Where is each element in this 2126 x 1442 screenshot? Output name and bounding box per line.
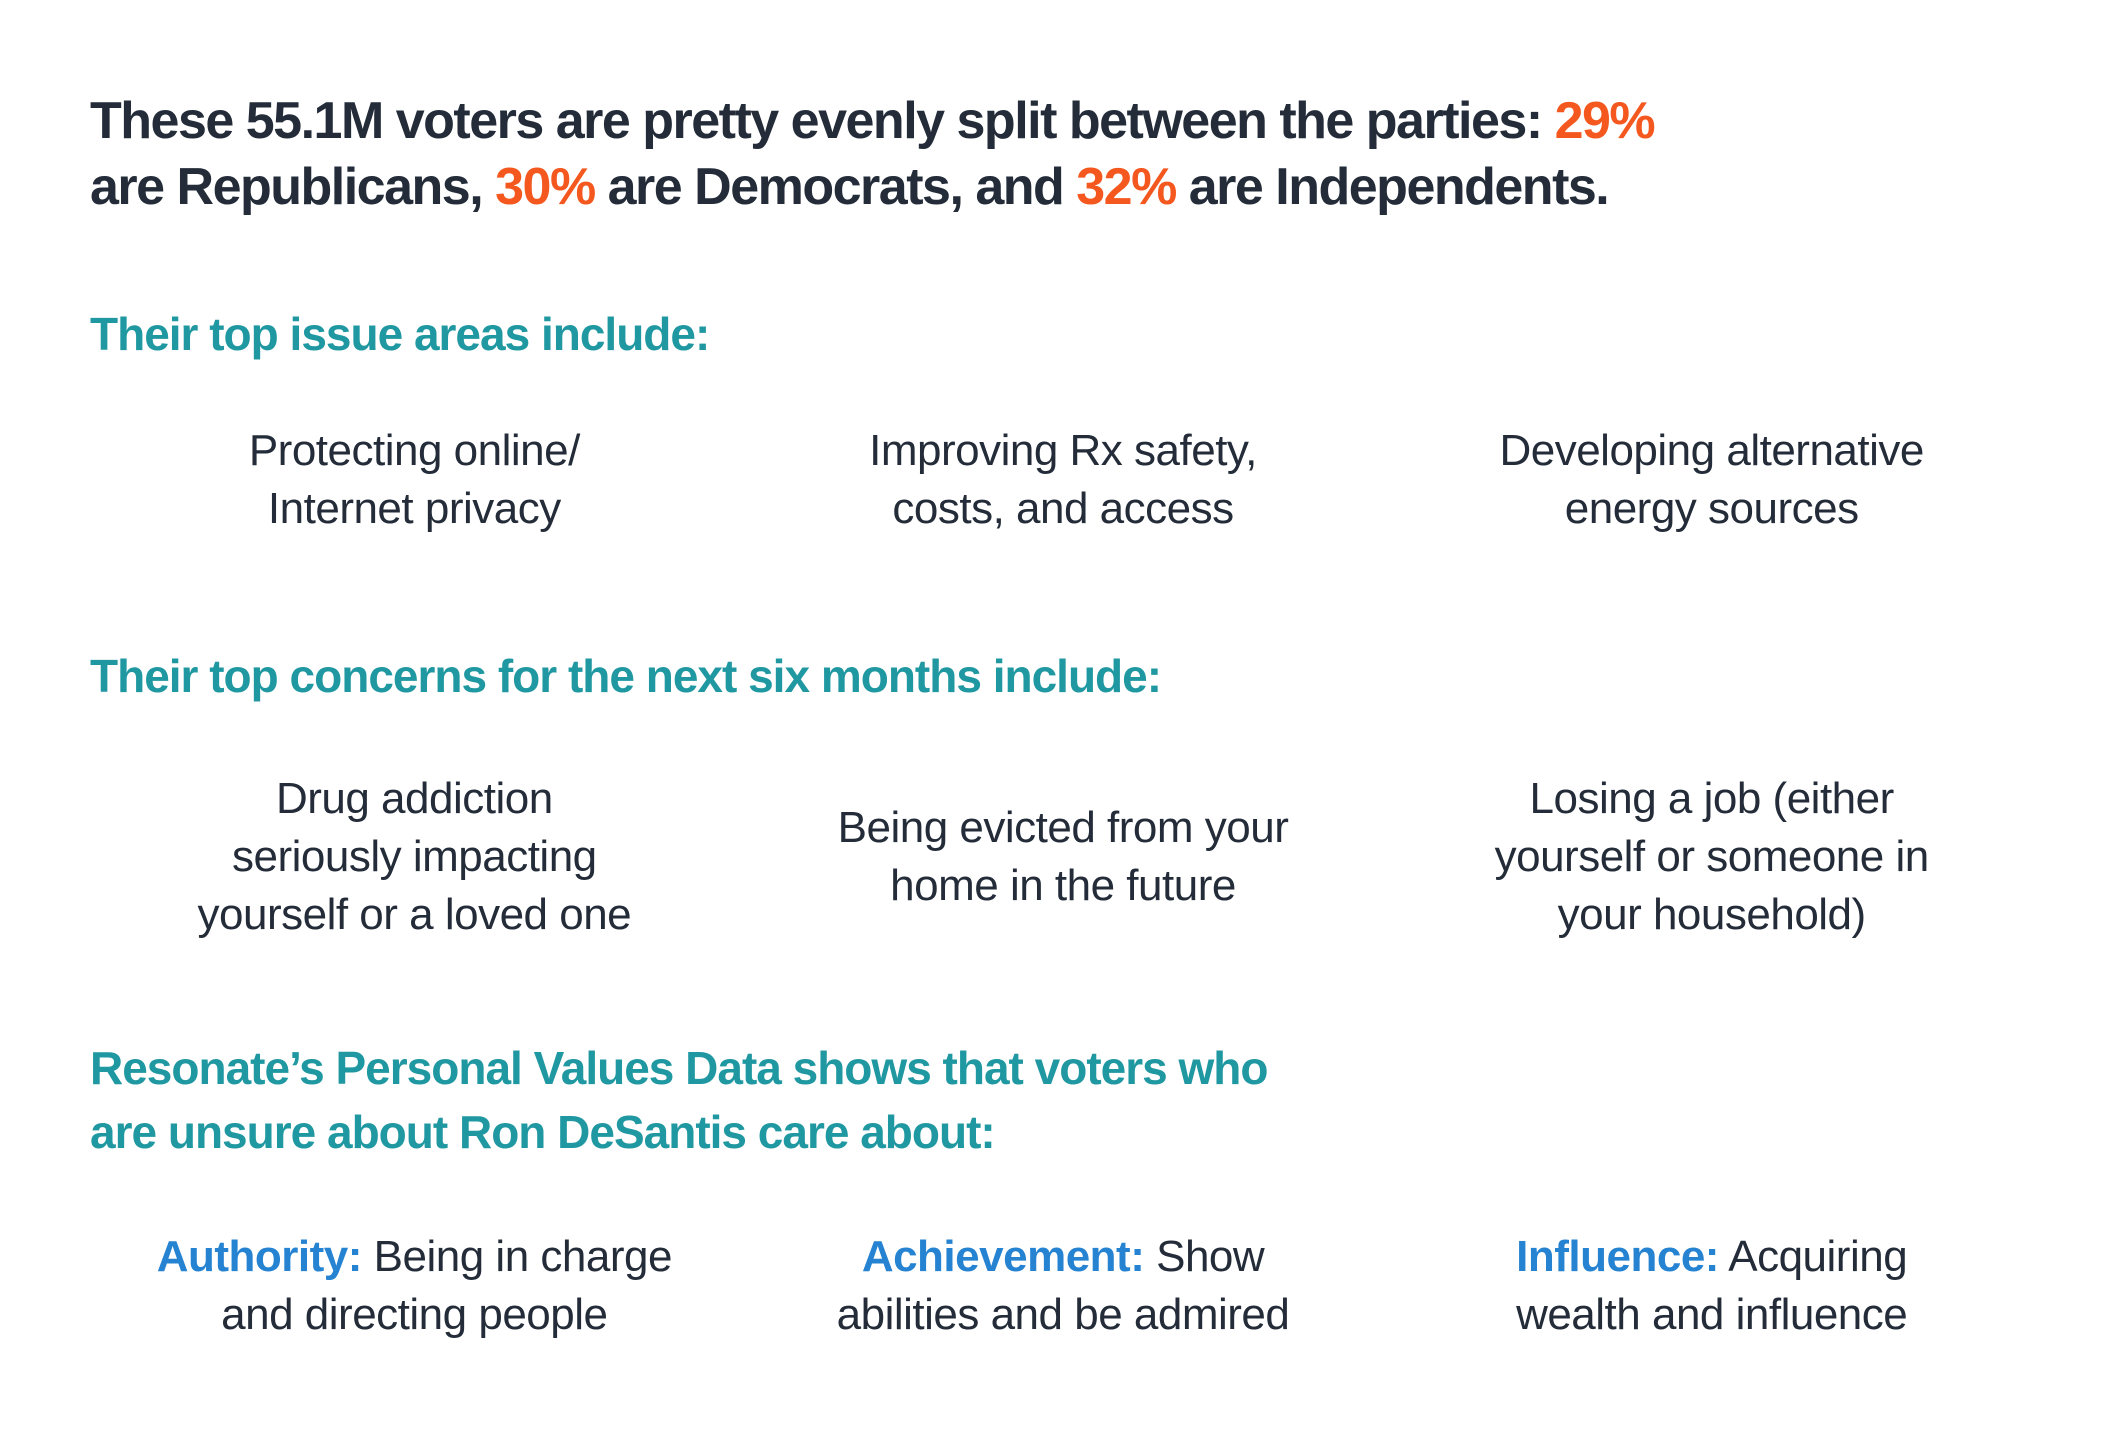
issue-item-privacy: Protecting online/ Internet privacy: [90, 422, 739, 538]
issue-line: Developing alternative: [1499, 426, 1924, 475]
concern-item-eviction: Being evicted from your home in the futu…: [739, 799, 1388, 915]
value-term: Influence:: [1516, 1232, 1719, 1281]
concern-line: Drug addiction: [275, 774, 553, 823]
values-heading-line-1: Resonate’s Personal Values Data shows th…: [90, 1042, 1268, 1094]
value-rest: Show: [1156, 1232, 1265, 1281]
headline-line-1: These 55.1M voters are pretty evenly spl…: [90, 88, 2036, 154]
concern-line: Losing a job (either: [1529, 774, 1895, 823]
independent-percentage: 32%: [1076, 158, 1177, 216]
value-rest: Acquiring: [1728, 1232, 1908, 1281]
concern-item-drug-addiction: Drug addiction seriously impacting yours…: [90, 770, 739, 944]
value-line: abilities and be admired: [836, 1290, 1290, 1339]
headline-text: are Democrats, and: [594, 158, 1077, 216]
concerns-section-heading: Their top concerns for the next six mont…: [90, 650, 1162, 702]
issue-line: energy sources: [1564, 484, 1859, 533]
values-row: Authority: Being in charge and directing…: [90, 1228, 2036, 1344]
concern-line: Being evicted from your: [837, 803, 1289, 852]
issues-row: Protecting online/ Internet privacy Impr…: [90, 422, 2036, 538]
democrat-percentage: 30%: [495, 158, 596, 216]
concerns-row: Drug addiction seriously impacting yours…: [90, 770, 2036, 944]
issue-line: Protecting online/: [248, 426, 580, 475]
headline-text: These 55.1M voters are pretty evenly spl…: [90, 92, 1555, 150]
headline-text: are Republicans,: [90, 158, 496, 216]
concern-line: seriously impacting: [232, 832, 597, 881]
values-heading-line-2: are unsure about Ron DeSantis care about…: [90, 1106, 996, 1158]
value-term: Achievement:: [861, 1232, 1145, 1281]
issue-line: Improving Rx safety,: [869, 426, 1257, 475]
concern-line: yourself or a loved one: [197, 890, 632, 939]
issue-item-energy: Developing alternative energy sources: [1387, 422, 2036, 538]
value-line: wealth and influence: [1516, 1290, 1908, 1339]
concern-line: your household): [1557, 890, 1867, 939]
issue-item-rx: Improving Rx safety, costs, and access: [739, 422, 1388, 538]
value-line: Influence: Acquiring: [1387, 1228, 2036, 1286]
value-line: Achievement: Show: [739, 1228, 1388, 1286]
issues-section-heading: Their top issue areas include:: [90, 308, 710, 360]
issue-line: costs, and access: [892, 484, 1234, 533]
value-term: Authority:: [156, 1232, 363, 1281]
republican-percentage: 29%: [1554, 92, 1656, 150]
value-item-influence: Influence: Acquiring wealth and influenc…: [1387, 1228, 2036, 1344]
value-item-authority: Authority: Being in charge and directing…: [90, 1228, 739, 1344]
value-rest: Being in charge: [373, 1232, 673, 1281]
headline: These 55.1M voters are pretty evenly spl…: [90, 88, 2036, 220]
concern-line: yourself or someone in: [1494, 832, 1930, 881]
issue-line: Internet privacy: [267, 484, 561, 533]
value-line: and directing people: [221, 1290, 608, 1339]
values-section-heading: Resonate’s Personal Values Data shows th…: [90, 1036, 2036, 1164]
value-line: Authority: Being in charge: [90, 1228, 739, 1286]
headline-text: are Independents.: [1175, 158, 1610, 216]
value-item-achievement: Achievement: Show abilities and be admir…: [739, 1228, 1388, 1344]
concern-item-job-loss: Losing a job (either yourself or someone…: [1387, 770, 2036, 944]
concern-line: home in the future: [890, 861, 1236, 910]
headline-line-2: are Republicans, 30% are Democrats, and …: [90, 154, 2036, 220]
